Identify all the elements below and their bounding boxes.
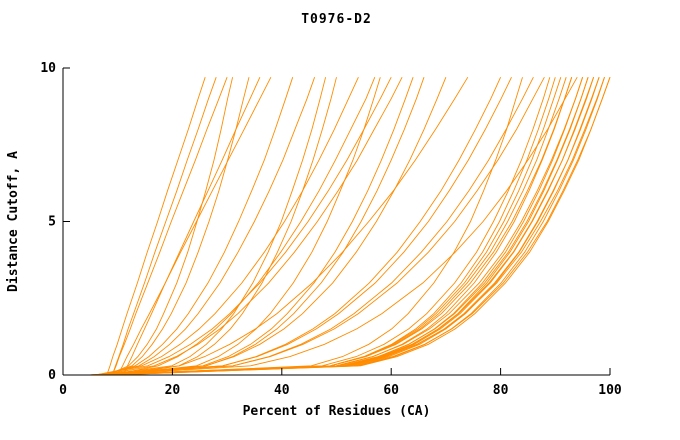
y-axis-label: Distance Cutoff, A xyxy=(5,151,21,292)
curve xyxy=(101,77,595,376)
y-axis-label-wrap: Distance Cutoff, A xyxy=(0,68,26,375)
curve xyxy=(106,77,425,376)
x-tick-label: 40 xyxy=(274,383,290,398)
x-axis-label: Percent of Residues (CA) xyxy=(242,404,431,419)
curve xyxy=(112,77,605,376)
curve xyxy=(106,77,584,376)
curve xyxy=(101,77,611,376)
curve xyxy=(112,77,376,376)
curve xyxy=(90,76,545,376)
y-tick-label: 0 xyxy=(48,368,56,383)
curve xyxy=(106,77,234,376)
curve xyxy=(95,77,589,376)
curve xyxy=(101,77,294,376)
curve xyxy=(101,77,316,376)
curve xyxy=(95,77,359,376)
curve xyxy=(106,77,589,376)
curve xyxy=(95,76,392,376)
curve xyxy=(106,77,600,376)
curve xyxy=(112,77,381,376)
curve xyxy=(90,77,605,376)
curve xyxy=(95,77,447,376)
curve xyxy=(106,77,414,376)
curve xyxy=(95,76,534,376)
curve xyxy=(101,76,403,376)
curve xyxy=(95,77,502,376)
x-tick-label: 100 xyxy=(598,383,622,398)
curve xyxy=(106,77,337,376)
curve xyxy=(95,77,595,376)
chart-title: T0976-D2 xyxy=(301,12,372,27)
curve xyxy=(95,77,551,376)
curve xyxy=(101,77,523,376)
curve xyxy=(122,77,261,376)
curve xyxy=(106,77,206,376)
curve xyxy=(117,76,272,376)
y-tick-label: 10 xyxy=(40,61,56,76)
x-tick-label: 60 xyxy=(383,383,399,398)
curve xyxy=(101,76,578,376)
curve xyxy=(90,77,573,376)
x-tick-label: 80 xyxy=(493,383,509,398)
curve xyxy=(117,76,469,376)
x-tick-label: 0 xyxy=(59,383,67,398)
curve xyxy=(111,77,217,376)
curve xyxy=(106,77,573,376)
curve xyxy=(106,77,250,376)
curve xyxy=(101,77,327,376)
curve xyxy=(90,77,512,376)
plot-svg: 0 20 40 60 80 100 0 5 10 xyxy=(40,61,622,398)
curve xyxy=(111,77,228,376)
y-tick-label: 5 xyxy=(48,215,56,230)
curve xyxy=(101,77,562,376)
x-tick-label: 20 xyxy=(165,383,181,398)
